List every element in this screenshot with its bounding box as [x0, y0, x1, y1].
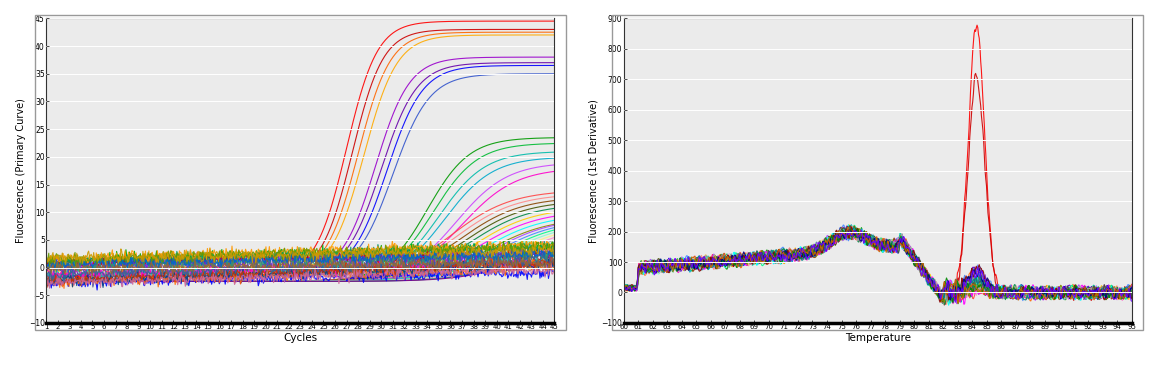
Y-axis label: Fluorescence (1st Derivative): Fluorescence (1st Derivative) — [589, 99, 598, 243]
X-axis label: Cycles: Cycles — [283, 333, 318, 343]
Y-axis label: Fluorescence (Primary Curve): Fluorescence (Primary Curve) — [16, 98, 27, 243]
X-axis label: Temperature: Temperature — [844, 333, 911, 343]
